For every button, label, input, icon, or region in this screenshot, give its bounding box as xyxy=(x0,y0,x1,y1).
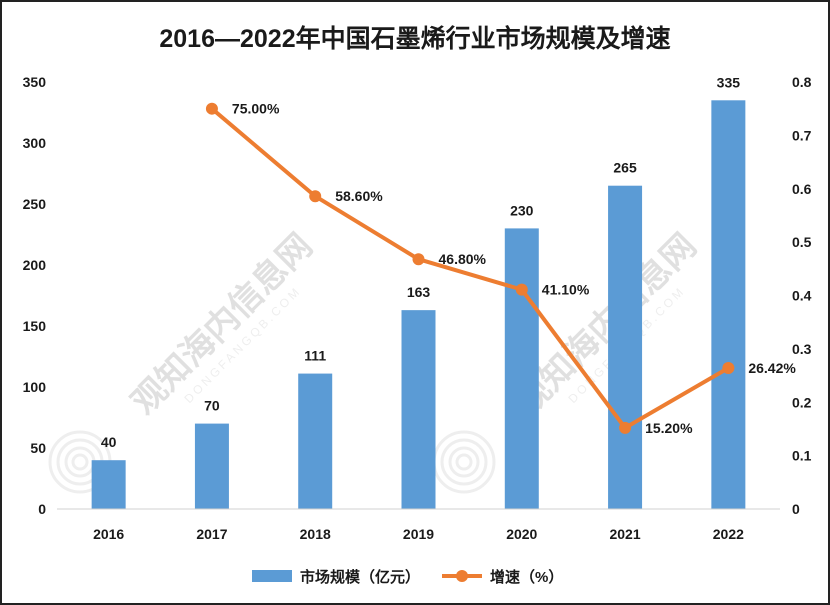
line-point xyxy=(722,361,735,374)
line-value-label: 75.00% xyxy=(232,101,280,117)
right-axis-tick-label: 0.1 xyxy=(792,448,812,464)
x-axis-tick-label: 2021 xyxy=(609,526,640,542)
growth-line xyxy=(210,107,730,430)
bar-series: 40 70 111 163 230 265 335 xyxy=(91,74,746,510)
left-axis-tick-label: 150 xyxy=(23,318,47,334)
line-value-label: 15.20% xyxy=(645,420,693,436)
right-axis-tick-label: 0.4 xyxy=(792,288,812,304)
x-axis-tick-label: 2018 xyxy=(300,526,331,542)
line-value-label: 41.10% xyxy=(542,282,590,298)
right-axis-tick-label: 0.5 xyxy=(792,234,812,250)
watermark-logo-ring xyxy=(64,446,96,478)
line-series: 75.00% 58.60% 46.80% 41.10% 15.20% 26.42% xyxy=(205,101,796,436)
legend-bar-label: 市场规模（亿元） xyxy=(300,568,420,586)
right-axis-tick-label: 0.7 xyxy=(792,127,812,143)
left-axis-tick-label: 300 xyxy=(23,135,47,151)
right-axis-tick-label: 0.6 xyxy=(792,181,812,197)
legend-line-label: 增速（%） xyxy=(490,568,563,586)
line-point xyxy=(309,190,322,203)
bar-value-label: 163 xyxy=(407,284,431,300)
left-axis-tick-label: 0 xyxy=(38,501,46,517)
right-axis-tick-label: 0.8 xyxy=(792,74,812,90)
bar xyxy=(711,100,746,510)
left-axis-tick-label: 50 xyxy=(30,440,46,456)
watermark-logo-ring xyxy=(440,438,488,486)
watermark-logo-ring xyxy=(448,446,480,478)
right-axis-tick-label: 0.3 xyxy=(792,341,812,357)
chart-title: 2016—2022年中国石墨烯行业市场规模及增速 xyxy=(159,24,670,53)
bar xyxy=(194,423,229,509)
left-axis-tick-label: 250 xyxy=(23,196,47,212)
watermark-text: 观知海内信息网 xyxy=(124,226,320,422)
bar xyxy=(401,310,436,509)
line-point xyxy=(412,253,425,266)
watermark-logo-ring xyxy=(71,453,89,471)
x-axis-tick-label: 2020 xyxy=(506,526,537,542)
bar xyxy=(298,373,333,509)
bar-value-label: 70 xyxy=(204,398,220,414)
line-point xyxy=(205,102,218,115)
right-y-axis: 0 0.1 0.2 0.3 0.4 0.5 0.6 0.7 0.8 xyxy=(792,74,812,517)
line-value-label: 26.42% xyxy=(748,360,796,376)
legend: 市场规模（亿元） 增速（%） xyxy=(252,568,563,586)
x-axis-tick-label: 2022 xyxy=(713,526,744,542)
watermark-logo-ring xyxy=(455,453,473,471)
bar xyxy=(608,185,643,509)
bar-value-label: 230 xyxy=(510,202,534,218)
bar-value-label: 335 xyxy=(717,74,741,90)
bar-value-label: 111 xyxy=(304,348,326,364)
legend-bar-swatch xyxy=(252,570,292,582)
bar-value-label: 265 xyxy=(613,160,637,176)
watermark-logo-icon xyxy=(432,430,496,494)
x-axis-tick-label: 2017 xyxy=(196,526,227,542)
line-value-label: 46.80% xyxy=(439,251,487,267)
left-y-axis: 0 50 100 150 200 250 300 350 xyxy=(23,74,47,517)
line-point xyxy=(515,283,528,296)
bar xyxy=(504,228,539,509)
x-axis-tick-label: 2016 xyxy=(93,526,124,542)
left-axis-tick-label: 100 xyxy=(23,379,47,395)
legend-line-marker xyxy=(456,570,468,582)
line-point xyxy=(619,421,632,434)
left-axis-tick-label: 350 xyxy=(23,74,47,90)
bar-value-label: 40 xyxy=(101,434,117,450)
x-axis-ticks: 2016 2017 2018 2019 2020 2021 2022 xyxy=(93,526,744,542)
bar xyxy=(91,460,126,509)
x-axis-tick-label: 2019 xyxy=(403,526,434,542)
line-value-label: 58.60% xyxy=(335,188,383,204)
right-axis-tick-label: 0 xyxy=(792,501,800,517)
right-axis-tick-label: 0.2 xyxy=(792,394,812,410)
left-axis-tick-label: 200 xyxy=(23,257,47,273)
